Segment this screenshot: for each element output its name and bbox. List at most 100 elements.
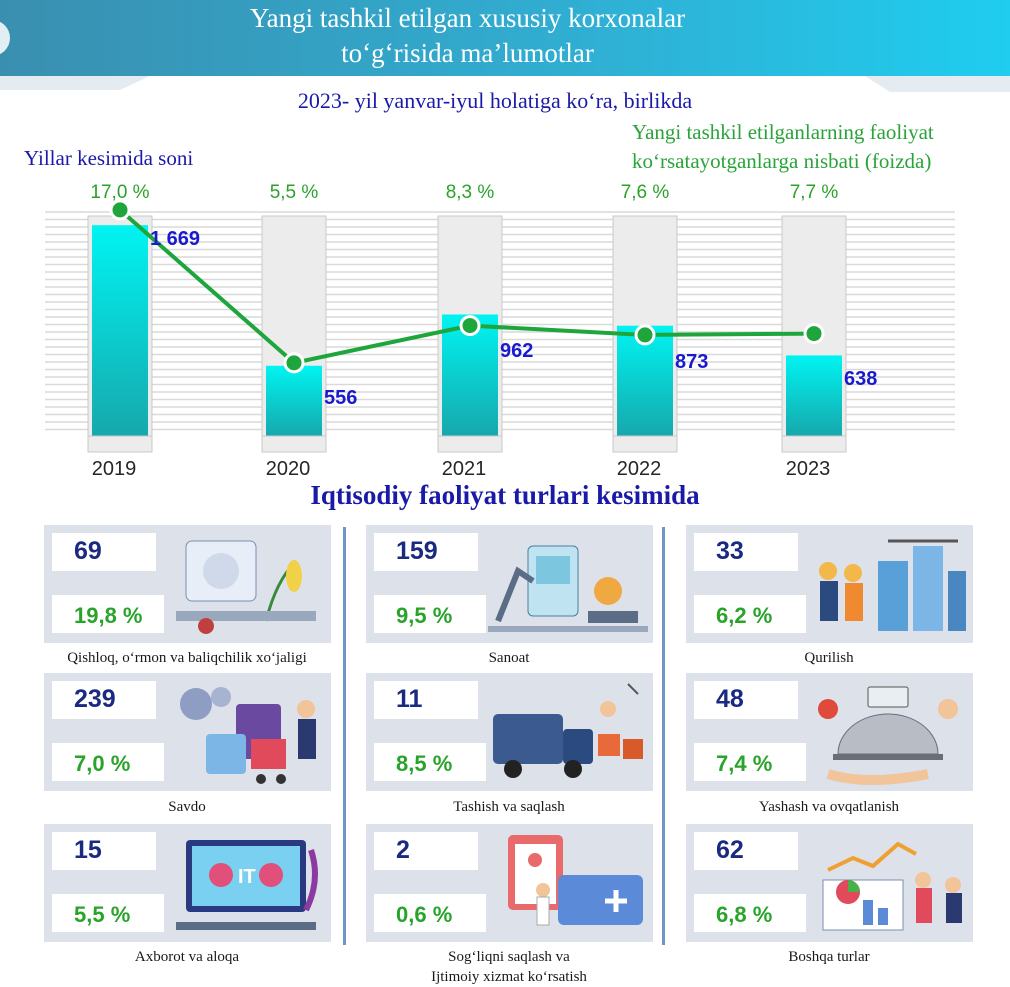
ratio-label-line-2: ko‘rsatayotganlarga nisbati (foizda) — [632, 149, 932, 173]
activity-label: Yashash va ovqatlanish — [674, 797, 984, 817]
hospitality-illustration — [818, 686, 958, 785]
title-line-2: to‘g‘risida ma’lumotlar — [341, 38, 594, 68]
activity-label: Savdo — [32, 797, 342, 817]
pct-label: 5,5 % — [270, 182, 319, 203]
activity-label-line: Boshqa turlar — [788, 949, 870, 965]
activity-pct: 6,2 % — [716, 603, 773, 628]
year-tick-label: 2019 — [92, 458, 137, 480]
activity-count: 69 — [74, 537, 102, 565]
activity-pct: 5,5 % — [74, 902, 131, 927]
count-box — [52, 681, 156, 719]
years-chart: 1 669 17,0 % 2019 556 5,5 % 2020 962 8,3 % 2021 8… — [45, 182, 955, 480]
activity-label: Sanoat — [354, 648, 664, 668]
activity-label: Tashish va saqlash — [354, 797, 664, 817]
activity-pct: 0,6 % — [396, 902, 453, 927]
activity-card: 69 19,8 % — [44, 525, 331, 643]
activity-count: 11 — [396, 685, 423, 713]
header-background — [0, 0, 1010, 92]
count-label: 556 — [324, 387, 357, 409]
pct-box — [52, 743, 164, 781]
activity-label-line: Yashash va ovqatlanish — [758, 799, 900, 815]
activity-card: 159 9,5 % — [366, 525, 653, 643]
activity-label-line: Qurilish — [804, 650, 854, 666]
pct-box — [694, 894, 806, 932]
pct-box — [374, 743, 486, 781]
section-title: Iqtisodiy faoliyat turlari kesimida — [310, 480, 700, 510]
activity-label: Boshqa turlar — [674, 947, 984, 967]
count-box — [374, 533, 478, 571]
activity-label-line: Savdo — [168, 799, 206, 815]
activity-card: 15 5,5 % IT — [44, 824, 331, 942]
bar-base — [437, 435, 503, 453]
activity-count: 239 — [74, 685, 116, 713]
activity-pct: 6,8 % — [716, 902, 773, 927]
activity-label-line: Tashish va saqlash — [453, 799, 565, 815]
activity-count: 33 — [716, 537, 744, 565]
activity-label: Axborot va aloqa — [32, 947, 342, 967]
decor-circle-icon — [0, 21, 10, 55]
count-box — [694, 533, 798, 571]
activity-label-line: Qishloq, o‘rmon va baliqchilik xo‘jaligi — [67, 650, 307, 666]
activity-label: Qurilish — [674, 648, 984, 668]
activity-pct: 7,0 % — [74, 751, 131, 776]
year-tick-label: 2020 — [266, 458, 311, 480]
activity-pct: 19,8 % — [74, 603, 143, 628]
count-label: Yillar kesimida soni — [24, 146, 194, 170]
column-divider — [343, 527, 346, 945]
pct-label: 17,0 % — [90, 182, 149, 203]
count-box — [374, 832, 478, 870]
trade-illustration — [180, 687, 316, 784]
activity-card: 2 0,6 % — [366, 824, 653, 942]
healthcare-illustration — [508, 835, 643, 926]
agriculture-illustration — [176, 540, 316, 634]
count-box — [694, 832, 798, 870]
svg-text:IT: IT — [238, 866, 256, 888]
activity-label-line: Sanoat — [488, 650, 530, 666]
activity-label: Qishloq, o‘rmon va baliqchilik xo‘jaligi — [32, 648, 342, 668]
activity-pct: 7,4 % — [716, 751, 773, 776]
count-label: 873 — [675, 351, 708, 373]
count-label: 1 669 — [150, 228, 200, 250]
pct-box — [694, 595, 806, 633]
subtitle: 2023- yil yanvar-iyul holatiga ko‘ra, bi… — [297, 88, 693, 113]
activity-count: 15 — [74, 836, 102, 864]
activity-label-line: Sog‘liqni saqlash va — [448, 949, 570, 965]
bar-base — [87, 435, 153, 453]
pct-box — [694, 743, 806, 781]
year-tick-label: 2022 — [617, 458, 662, 480]
count-bar — [92, 225, 148, 436]
bar-base — [261, 435, 327, 453]
activity-pct: 9,5 % — [396, 603, 453, 628]
bar-base — [781, 435, 847, 453]
activity-count: 62 — [716, 836, 744, 864]
column-divider — [662, 527, 665, 945]
pct-box — [52, 595, 164, 633]
count-box — [694, 681, 798, 719]
construction-illustration — [819, 539, 966, 631]
activity-card: 11 8,5 % — [366, 673, 653, 791]
ratio-point — [283, 352, 305, 374]
count-label: 638 — [844, 368, 877, 390]
ratio-label-line-1: Yangi tashkil etilganlarning faoliyat — [632, 120, 934, 144]
ratio-point — [109, 199, 131, 221]
transport-illustration — [493, 683, 643, 778]
ratio-point — [803, 323, 825, 345]
count-label: 962 — [500, 340, 533, 362]
activity-card: 48 7,4 % — [686, 673, 973, 791]
activity-count: 48 — [716, 685, 744, 713]
industry-illustration — [488, 545, 648, 632]
activity-count: 159 — [396, 537, 438, 565]
title-line-1: Yangi tashkil etilgan xususiy korxonalar — [249, 3, 686, 33]
activity-label: Sog‘liqni saqlash va Ijtimoiy xizmat ko‘r… — [354, 947, 664, 987]
count-box — [374, 681, 478, 719]
activity-card: 33 6,2 % — [686, 525, 973, 643]
pct-box — [374, 595, 486, 633]
pct-label: 7,7 % — [790, 182, 839, 203]
year-tick-label: 2021 — [442, 458, 487, 480]
pct-label: 7,6 % — [621, 182, 670, 203]
count-bar — [786, 355, 842, 436]
bar-base — [612, 435, 678, 453]
activity-label-line: Ijtimoiy xizmat ko‘rsatish — [431, 969, 587, 985]
activity-pct: 8,5 % — [396, 751, 453, 776]
ratio-point — [459, 315, 481, 337]
